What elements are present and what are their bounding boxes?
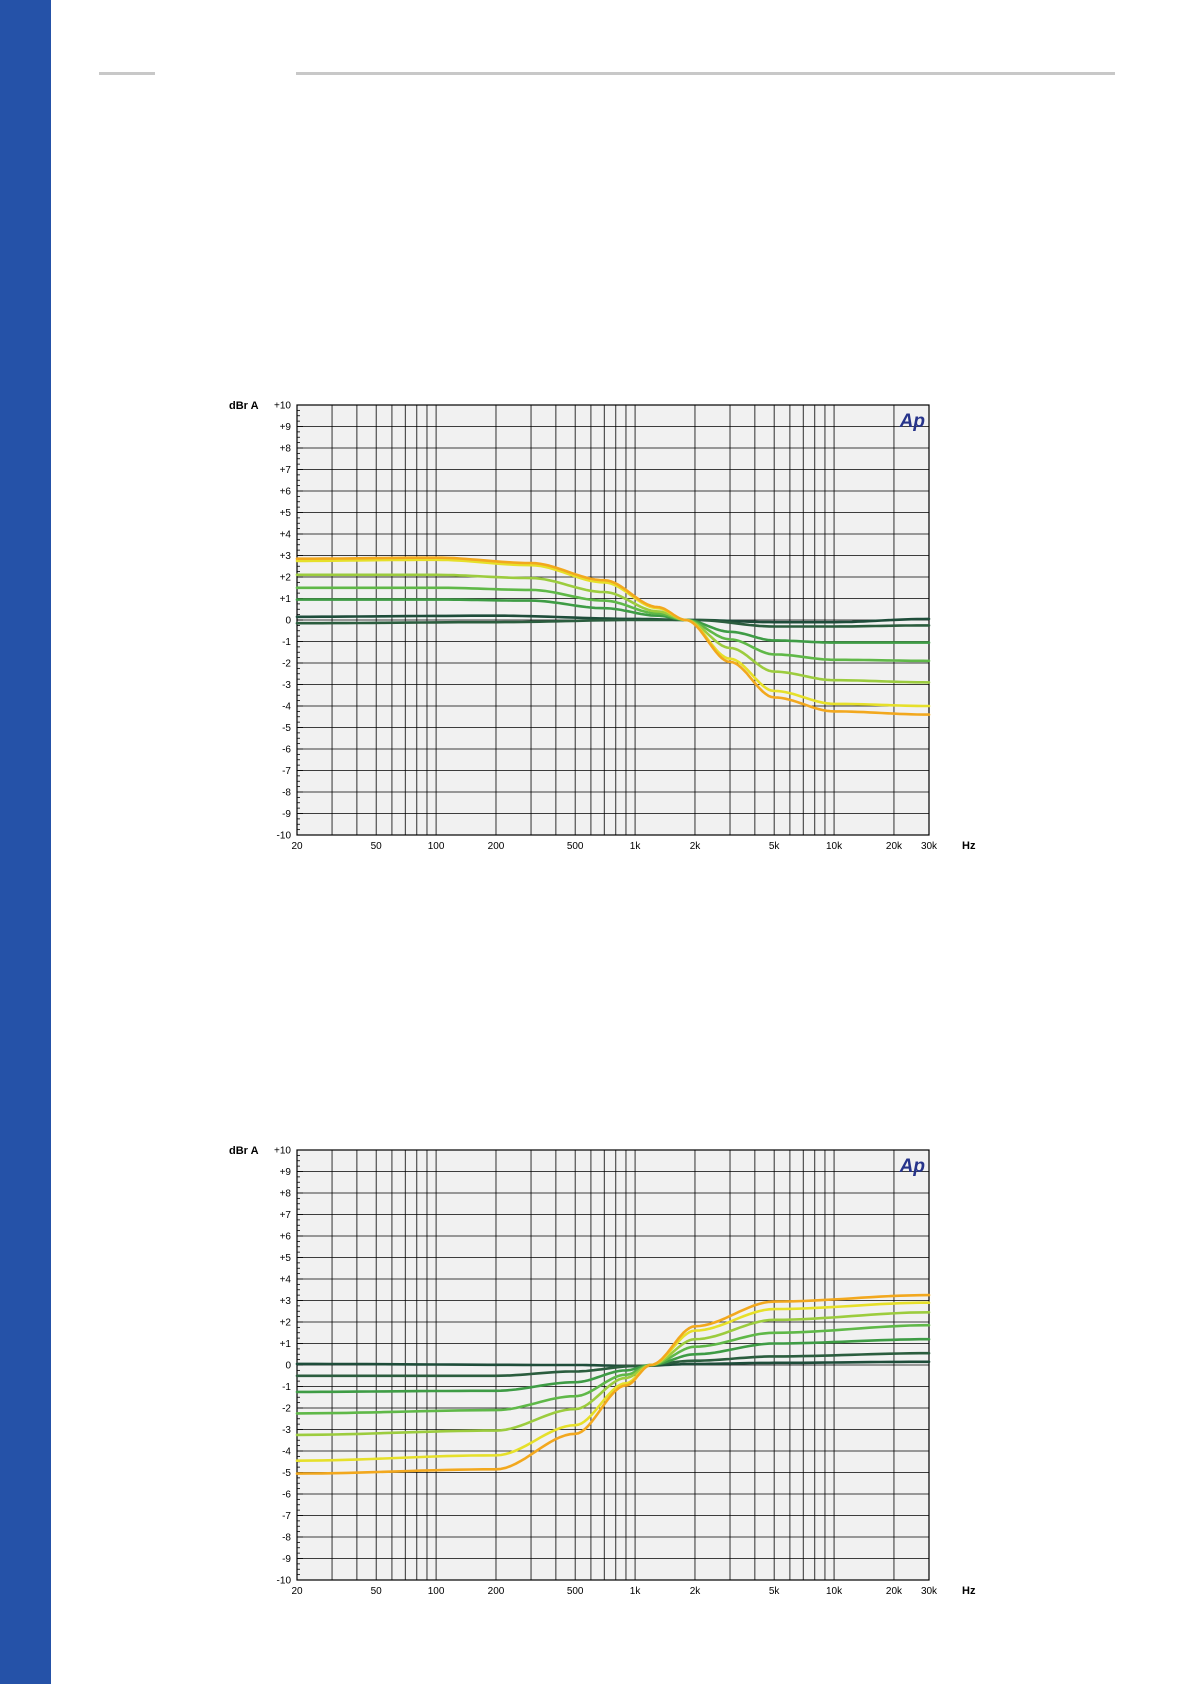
y-tick-label: -6 — [282, 1490, 291, 1501]
x-tick-label: 5k — [769, 841, 781, 852]
x-tick-label: 5k — [769, 1586, 781, 1597]
header-rule-right — [296, 72, 1115, 75]
y-tick-label: +5 — [280, 508, 292, 519]
y-tick-label: +3 — [280, 1296, 292, 1307]
series-line-3 — [295, 1337, 931, 1394]
y-tick-label: -5 — [282, 723, 291, 734]
x-tick-label: 100 — [428, 1586, 445, 1597]
x-tick-label: 10k — [826, 841, 843, 852]
y-tick-label: -7 — [282, 1511, 291, 1522]
y-tick-label: -1 — [282, 1382, 291, 1393]
y-tick-label: -4 — [282, 702, 291, 713]
y-tick-label: +8 — [280, 1189, 292, 1200]
series-line-2 — [295, 1351, 931, 1378]
y-tick-label: +10 — [274, 1146, 291, 1157]
x-tick-label: 50 — [371, 1586, 383, 1597]
y-tick-label: +4 — [280, 1275, 292, 1286]
x-tick-label: 100 — [428, 841, 445, 852]
y-tick-label: +2 — [280, 1318, 292, 1329]
x-tick-label: 50 — [371, 841, 383, 852]
y-tick-label: -2 — [282, 659, 291, 670]
series-group — [295, 556, 931, 716]
series-line-1 — [295, 1360, 931, 1368]
y-tick-label: -8 — [282, 1533, 291, 1544]
y-tick-label: -10 — [277, 831, 292, 842]
y-tick-label: +2 — [280, 573, 292, 584]
y-tick-label: -7 — [282, 766, 291, 777]
y-tick-label: -6 — [282, 745, 291, 756]
frequency-response-chart-2: +10+9+8+7+6+5+4+3+2+10-1-2-3-4-5-6-7-8-9… — [229, 1145, 976, 1597]
x-tick-label: 500 — [567, 1586, 584, 1597]
series-line-7 — [295, 1293, 931, 1475]
ap-logo: Ap — [899, 1156, 925, 1177]
ap-logo: Ap — [899, 411, 925, 432]
y-tick-label: 0 — [285, 616, 291, 627]
y-tick-label: +6 — [280, 487, 292, 498]
x-tick-label: 2k — [690, 841, 702, 852]
y-tick-label: +9 — [280, 422, 292, 433]
y-tick-label: +3 — [280, 551, 292, 562]
y-tick-label: +8 — [280, 444, 292, 455]
y-tick-label: +9 — [280, 1167, 292, 1178]
y-tick-label: -9 — [282, 809, 291, 820]
y-tick-label: +6 — [280, 1232, 292, 1243]
side-bar — [0, 0, 51, 1684]
y-tick-label: -3 — [282, 1425, 291, 1436]
x-tick-label: 10k — [826, 1586, 843, 1597]
y-tick-label: -9 — [282, 1554, 291, 1565]
series-group — [295, 1293, 931, 1475]
y-tick-label: 0 — [285, 1361, 291, 1372]
y-tick-label: -5 — [282, 1468, 291, 1479]
header-rule-left — [99, 72, 155, 75]
x-tick-label: 1k — [630, 1586, 642, 1597]
series-line-5 — [295, 1311, 931, 1437]
x-tick-label: 200 — [488, 841, 505, 852]
y-tick-label: +1 — [280, 594, 292, 605]
x-tick-label: 20k — [886, 841, 903, 852]
y-tick-label: +1 — [280, 1339, 292, 1350]
y-tick-label: -1 — [282, 637, 291, 648]
x-tick-label: 20 — [291, 841, 303, 852]
x-tick-label: 20 — [291, 1586, 303, 1597]
y-tick-label: +4 — [280, 530, 292, 541]
y-axis-label: dBr A — [229, 400, 259, 412]
y-tick-label: -8 — [282, 788, 291, 799]
frequency-response-chart-1: +10+9+8+7+6+5+4+3+2+10-1-2-3-4-5-6-7-8-9… — [229, 400, 976, 852]
grid — [297, 1149, 929, 1581]
y-tick-label: -3 — [282, 680, 291, 691]
x-axis-label: Hz — [962, 840, 976, 852]
series-line-5 — [295, 573, 931, 684]
x-tick-label: 30k — [921, 841, 938, 852]
x-tick-label: 20k — [886, 1586, 903, 1597]
y-tick-label: +7 — [280, 465, 292, 476]
y-tick-label: -4 — [282, 1447, 291, 1458]
y-axis-label: dBr A — [229, 1145, 259, 1157]
series-line-7 — [295, 556, 931, 716]
x-tick-label: 30k — [921, 1586, 938, 1597]
y-tick-label: -10 — [277, 1576, 292, 1587]
x-tick-label: 200 — [488, 1586, 505, 1597]
x-tick-label: 2k — [690, 1586, 702, 1597]
x-axis-label: Hz — [962, 1585, 976, 1597]
y-tick-label: +7 — [280, 1210, 292, 1221]
y-tick-label: +10 — [274, 401, 291, 412]
y-tick-label: +5 — [280, 1253, 292, 1264]
x-tick-label: 500 — [567, 841, 584, 852]
x-tick-label: 1k — [630, 841, 642, 852]
y-tick-label: -2 — [282, 1404, 291, 1415]
series-line-4 — [295, 1323, 931, 1415]
